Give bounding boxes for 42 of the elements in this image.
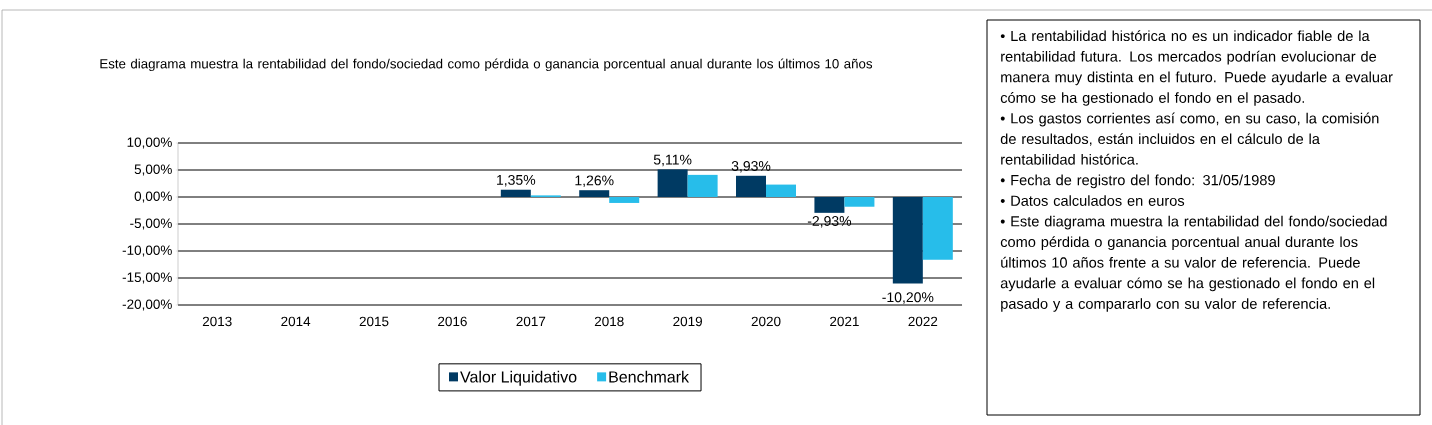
bar	[844, 197, 875, 207]
bar	[736, 175, 767, 198]
x-tick-label: 2013	[202, 316, 232, 327]
text: • Datos calculados en euros	[1000, 195, 1185, 206]
bar	[892, 197, 923, 284]
bar	[579, 190, 610, 198]
data-label: 1,26%	[575, 175, 614, 188]
bar	[814, 197, 845, 213]
annotation: -10,20%	[882, 292, 934, 304]
text: • Los gastos corrientes así como, en su caso, la comisión de resultados, están incluidos en el cálculo de la rentabilidad histórica.	[1000, 112, 1379, 165]
bar	[922, 197, 953, 260]
bar	[609, 197, 640, 203]
data-label: 5,11%	[653, 154, 692, 167]
legend-label: Valor Liquidativo	[460, 370, 577, 386]
x-tick-label: 2020	[751, 316, 781, 327]
bar	[766, 184, 797, 198]
x-tick-label: 2019	[673, 316, 702, 327]
bar	[657, 169, 688, 198]
y-tick-label: 10,00%	[127, 137, 172, 149]
x-tick-label: 2017	[516, 316, 546, 327]
y-tick-label: 0,00%	[134, 191, 172, 203]
x-tick-label: 2022	[908, 316, 938, 327]
data-label: 3,93%	[731, 161, 771, 173]
bar	[500, 189, 531, 198]
y-tick-label: -10,00%	[122, 245, 172, 257]
y-tick-label: 5,00%	[134, 164, 172, 176]
y-tick-label: -5,00%	[130, 218, 172, 230]
chart-title: Este diagrama muestra la rentabilidad del fondo/sociedad como pérdida o ganancia porcentual anual durante los últimos 10 años	[100, 58, 873, 72]
text: • Este diagrama muestra la rentabilidad del fondo/sociedad como pérdida o ganancia porcentual anual durante los últimos 10 años frente a su valor de referencia. Puede ayudarle a evaluar cómo se ha gestionado el fondo en el pasado y a compararlo con su valor de referencia.	[1000, 215, 1387, 312]
legend-label: Benchmark	[609, 370, 690, 383]
y-tick-label: -15,00%	[122, 272, 172, 284]
text: • Fecha de registro del fondo: 31/05/1989	[1000, 174, 1275, 189]
data-label: -2,93%	[807, 216, 852, 228]
data-label: 1,35%	[497, 174, 536, 187]
x-tick-label: 2021	[830, 316, 859, 327]
y-tick-label: -20,00%	[122, 299, 172, 311]
x-tick-label: 2014	[281, 316, 311, 327]
x-tick-label: 2015	[359, 316, 389, 327]
x-tick-label: 2018	[594, 316, 624, 327]
text: • La rentabilidad histórica no es un indicador fiable de la rentabilidad futura. Los mercados podrían evolucionar de manera muy distinta en el futuro. Puede ayudarle a evaluar cómo se ha gestionado el fondo en el pasado.	[1000, 30, 1393, 106]
x-tick-label: 2016	[438, 316, 467, 327]
bar	[687, 174, 718, 198]
